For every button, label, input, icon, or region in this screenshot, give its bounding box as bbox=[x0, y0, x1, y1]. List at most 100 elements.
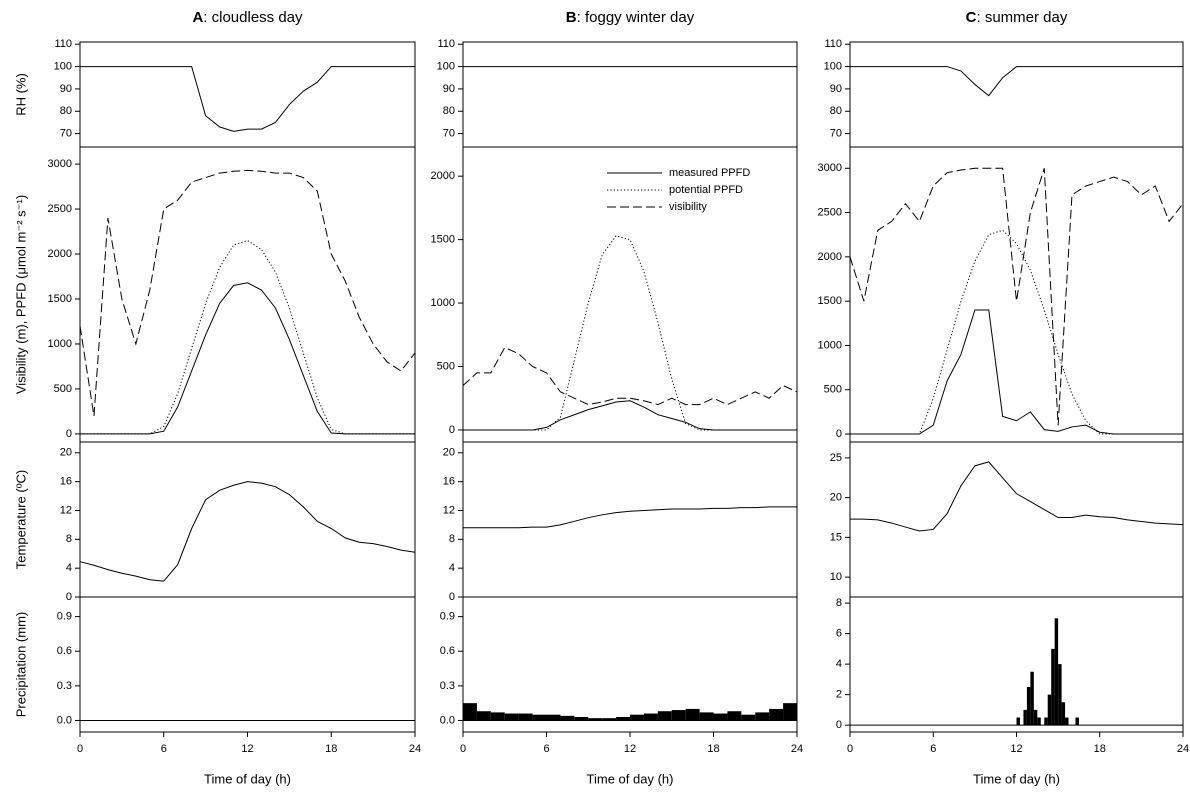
bar bbox=[532, 714, 547, 721]
data-line bbox=[80, 239, 415, 435]
y-tick-label: 110 bbox=[824, 38, 842, 50]
bar bbox=[518, 713, 533, 721]
bar bbox=[1037, 717, 1041, 726]
y-tick-label: 4 bbox=[449, 562, 455, 574]
x-tick-label: 18 bbox=[325, 743, 337, 755]
bar bbox=[1023, 709, 1027, 726]
y-tick-label: 4 bbox=[836, 658, 842, 670]
data-line bbox=[850, 309, 1183, 435]
bar bbox=[1058, 664, 1062, 726]
y-tick-label: 2000 bbox=[818, 251, 842, 263]
bar bbox=[490, 712, 505, 721]
plot-frame bbox=[79, 596, 416, 733]
bar bbox=[546, 714, 561, 721]
bar bbox=[1044, 717, 1048, 726]
y-tick-label: 2000 bbox=[48, 248, 72, 260]
y-tick-label: 12 bbox=[443, 504, 455, 516]
y-axis-label: Precipitation (mm) bbox=[13, 612, 28, 717]
y-tick-label: 0 bbox=[449, 424, 455, 436]
plot-frame bbox=[79, 146, 416, 443]
plot-frame bbox=[462, 596, 798, 733]
bar bbox=[630, 714, 644, 721]
y-tick-label: 8 bbox=[836, 597, 842, 609]
y-tick-label: 80 bbox=[443, 105, 455, 117]
y-tick-label: 3000 bbox=[818, 162, 842, 174]
plot-frame bbox=[849, 146, 1184, 443]
bar bbox=[755, 712, 770, 721]
y-tick-label: 15 bbox=[830, 531, 842, 543]
bar bbox=[699, 712, 714, 721]
panel-letter: A bbox=[192, 9, 203, 26]
bar bbox=[657, 711, 672, 721]
panel-title: A: cloudless day bbox=[192, 9, 303, 26]
y-tick-label: 500 bbox=[54, 383, 72, 395]
y-tick-label: 0.6 bbox=[57, 645, 72, 657]
plot-frame bbox=[462, 146, 798, 443]
data-line bbox=[79, 169, 416, 416]
y-tick-label: 0.6 bbox=[440, 645, 455, 657]
y-tick-label: 500 bbox=[824, 384, 842, 396]
bar bbox=[741, 714, 756, 721]
y-tick-label: 100 bbox=[824, 60, 842, 72]
data-line bbox=[849, 167, 1184, 426]
bar bbox=[643, 713, 658, 721]
y-tick-label: 1500 bbox=[48, 293, 72, 305]
y-tick-label: 1000 bbox=[818, 339, 842, 351]
data-line bbox=[80, 66, 415, 132]
y-tick-label: 2 bbox=[836, 689, 842, 701]
y-tick-label: 8 bbox=[66, 533, 72, 545]
bar bbox=[1075, 717, 1079, 726]
bar bbox=[1026, 687, 1031, 726]
data-line bbox=[850, 66, 1183, 97]
bar bbox=[1054, 618, 1059, 726]
y-tick-label: 0.9 bbox=[57, 611, 72, 623]
y-tick-label: 100 bbox=[54, 60, 72, 72]
bar bbox=[1051, 648, 1055, 726]
x-tick-label: 12 bbox=[241, 743, 253, 755]
y-tick-label: 1500 bbox=[431, 234, 455, 246]
x-axis-label: Time of day (h) bbox=[587, 771, 674, 786]
y-tick-label: 16 bbox=[60, 476, 72, 488]
x-tick-label: 18 bbox=[1094, 743, 1106, 755]
bar bbox=[713, 713, 728, 721]
y-tick-label: 0.0 bbox=[57, 714, 72, 726]
bar bbox=[588, 718, 603, 721]
x-tick-label: 12 bbox=[624, 743, 636, 755]
y-tick-label: 0 bbox=[836, 428, 842, 440]
y-tick-label: 25 bbox=[830, 452, 842, 464]
y-tick-label: 16 bbox=[443, 476, 455, 488]
plot-frame bbox=[849, 596, 1184, 733]
panel-title: C: summer day bbox=[966, 9, 1068, 26]
data-line bbox=[462, 346, 798, 406]
y-tick-label: 1000 bbox=[48, 338, 72, 350]
data-line bbox=[463, 235, 797, 431]
bar bbox=[727, 711, 742, 721]
panel-title-text: : cloudless day bbox=[203, 9, 303, 26]
y-tick-label: 1000 bbox=[431, 297, 455, 309]
bar bbox=[783, 703, 797, 721]
bar bbox=[616, 717, 630, 721]
data-line bbox=[463, 400, 797, 431]
x-tick-label: 18 bbox=[707, 743, 719, 755]
y-tick-label: 70 bbox=[60, 128, 72, 140]
x-tick-label: 12 bbox=[1010, 743, 1022, 755]
bar bbox=[574, 717, 589, 721]
bar bbox=[1030, 671, 1034, 726]
legend-label: potential PPFD bbox=[669, 184, 743, 196]
y-tick-label: 0.0 bbox=[440, 714, 455, 726]
y-tick-label: 70 bbox=[443, 128, 455, 140]
y-axis-label: Temperature (ºC) bbox=[13, 470, 28, 569]
y-tick-label: 80 bbox=[60, 105, 72, 117]
y-tick-label: 20 bbox=[443, 447, 455, 459]
bar bbox=[560, 715, 575, 721]
x-axis-label: Time of day (h) bbox=[204, 771, 291, 786]
x-tick-label: 0 bbox=[460, 743, 466, 755]
plot-frame bbox=[462, 41, 798, 148]
y-tick-label: 3000 bbox=[48, 158, 72, 170]
data-line bbox=[850, 461, 1184, 532]
bar bbox=[463, 703, 477, 721]
y-tick-label: 8 bbox=[449, 533, 455, 545]
panel-letter: C bbox=[966, 9, 977, 26]
y-tick-label: 20 bbox=[60, 447, 72, 459]
y-tick-label: 0 bbox=[66, 591, 72, 603]
